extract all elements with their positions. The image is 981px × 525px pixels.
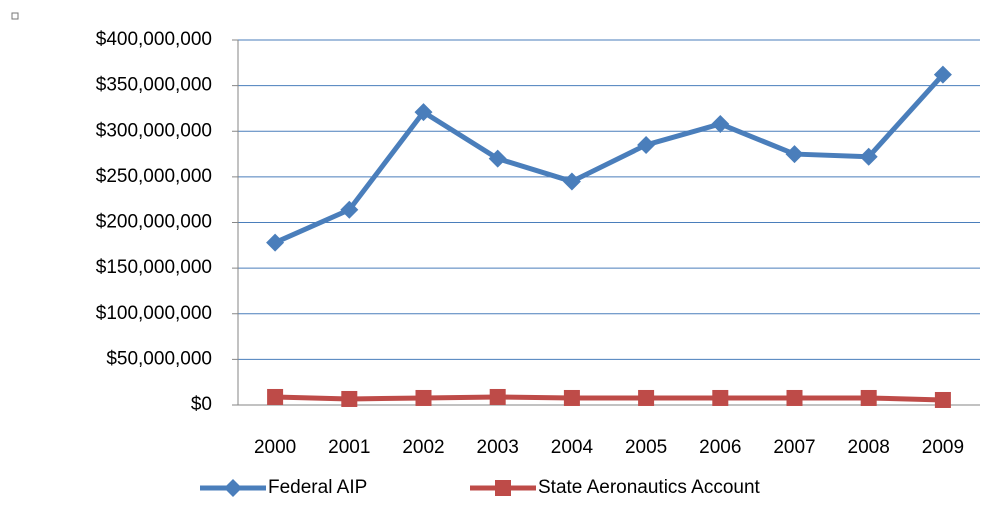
legend-label: Federal AIP [268,477,367,498]
corner-handle [11,12,19,20]
x-tick-label: 2001 [328,437,370,458]
data-point [562,172,581,191]
data-point [489,388,506,405]
data-point [638,389,655,406]
data-point [712,389,729,406]
x-tick-label: 2006 [699,437,741,458]
data-point [341,390,358,407]
y-tick-label: $300,000,000 [96,120,212,141]
data-point [414,103,433,122]
y-tick-label: $100,000,000 [96,303,212,324]
legend-marker [495,480,511,496]
data-point [860,389,877,406]
data-point [786,389,803,406]
data-point [267,388,284,405]
data-point [340,200,359,219]
data-point [415,389,432,406]
y-tick-label: $150,000,000 [96,257,212,278]
y-tick-label: $50,000,000 [106,348,212,369]
x-tick-label: 2009 [922,437,964,458]
x-tick-label: 2007 [773,437,815,458]
data-point [488,149,507,168]
series-line [274,72,945,245]
y-tick-label: $0 [191,394,212,415]
data-point [859,147,878,166]
x-tick-label: 2002 [402,437,444,458]
x-tick-label: 2004 [551,437,594,458]
data-point [933,65,952,84]
series-line [275,394,943,403]
data-point [785,145,804,164]
data-point [563,389,580,406]
legend-label: State Aeronautics Account [538,477,761,498]
y-tick-label: $350,000,000 [96,75,212,96]
x-tick-label: 2003 [477,437,519,458]
data-point [266,233,285,252]
legend-marker [224,479,242,497]
data-point [711,114,730,133]
data-point [934,391,951,408]
x-tick-label: 2008 [848,437,890,458]
data-point [637,135,656,154]
y-tick-label: $200,000,000 [96,212,212,233]
x-tick-label: 2005 [625,437,667,458]
x-tick-label: 2000 [254,437,296,458]
y-tick-label: $250,000,000 [96,166,212,187]
y-tick-label: $400,000,000 [96,29,212,50]
